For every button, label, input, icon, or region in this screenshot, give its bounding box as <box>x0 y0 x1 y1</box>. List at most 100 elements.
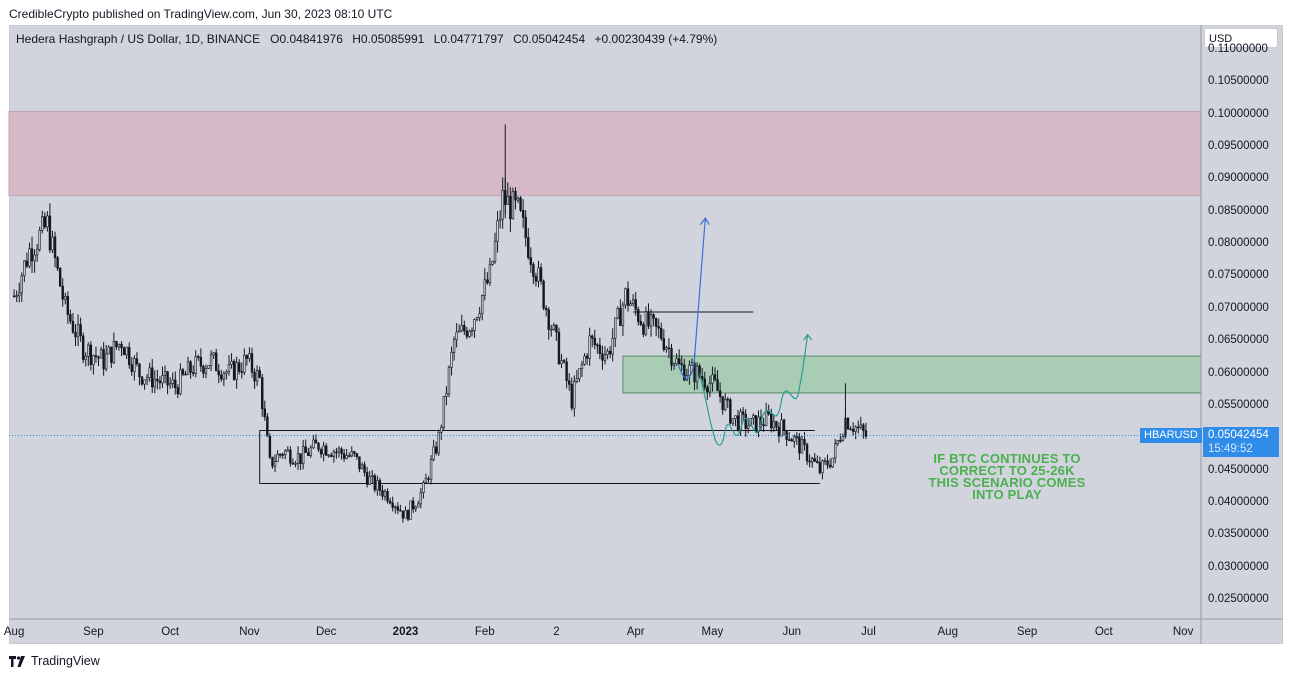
candle-body <box>493 240 497 262</box>
candle-body <box>851 429 855 432</box>
candle-body <box>135 358 139 365</box>
scenario-note-line: IF BTC CONTINUES TO <box>933 451 1081 466</box>
currency-selector[interactable]: USD <box>1204 28 1278 48</box>
candle-body <box>138 363 141 378</box>
candle-body <box>593 337 596 346</box>
candle-body <box>721 396 724 410</box>
candle-body <box>225 371 228 374</box>
candle-body <box>291 462 295 465</box>
candle-body <box>741 411 745 415</box>
candle-body <box>406 510 410 520</box>
candle-body <box>319 449 323 455</box>
candle-body <box>110 346 113 363</box>
time-tick-label: Sep <box>83 626 104 638</box>
candle-body <box>762 424 765 426</box>
candle-body <box>345 455 348 459</box>
candle-body <box>718 390 722 397</box>
candle-body <box>35 248 39 256</box>
candle-body <box>399 509 402 512</box>
candle-body <box>66 296 70 315</box>
time-tick-label: Aug <box>3 626 25 638</box>
candle-body <box>713 374 717 380</box>
bar-countdown: 15:49:52 <box>1208 443 1253 455</box>
candle-body <box>846 418 850 430</box>
candle-body <box>381 490 384 497</box>
candle-body <box>419 492 423 505</box>
candle-body <box>401 510 405 519</box>
price-tick-label: 0.03000000 <box>1208 560 1269 573</box>
candle-body <box>468 330 471 337</box>
candle-body <box>337 448 341 453</box>
candle-body <box>102 349 105 370</box>
candle-body <box>432 446 435 460</box>
candle-body <box>276 453 279 463</box>
candle-body <box>327 454 330 457</box>
candle-body <box>358 456 361 470</box>
candle-body <box>457 330 461 333</box>
candle-body <box>376 480 379 491</box>
candle-body <box>772 421 776 429</box>
close-value: 0.05042454 <box>521 32 586 46</box>
candle-body <box>560 360 563 365</box>
candle-body <box>301 446 305 465</box>
candle-body <box>470 330 474 332</box>
candle-body <box>532 264 535 277</box>
candle-body <box>601 353 604 361</box>
candle-body <box>238 362 241 372</box>
candle-body <box>506 195 509 205</box>
price-tick-label: 0.11000000 <box>1208 43 1268 55</box>
candle-body <box>99 349 103 359</box>
candle-body <box>465 330 469 337</box>
candle-body <box>826 460 829 466</box>
close-label: C <box>513 32 522 46</box>
candle-body <box>386 491 389 502</box>
candle-body <box>813 458 816 462</box>
candle-body <box>58 267 62 287</box>
candle-body <box>747 425 750 429</box>
candle-body <box>74 332 77 338</box>
candle-body <box>483 279 486 296</box>
price-tick-label: 0.10500000 <box>1208 75 1269 88</box>
candle-body <box>353 451 356 454</box>
candle-body <box>654 318 658 327</box>
candle-body <box>271 456 274 467</box>
candle-body <box>148 367 151 379</box>
candle-body <box>184 373 187 376</box>
candle-body <box>299 453 302 465</box>
candle-body <box>48 215 52 251</box>
candle-body <box>529 257 533 265</box>
candle-body <box>253 371 256 382</box>
candle-body <box>314 439 318 444</box>
time-tick-label: Nov <box>239 626 260 638</box>
candle-body <box>284 450 287 456</box>
candle-body <box>488 264 492 284</box>
candle-body <box>427 478 430 480</box>
candle-body <box>447 367 451 395</box>
candle-body <box>787 439 791 441</box>
candle-body <box>176 387 180 395</box>
candle-body <box>304 446 307 453</box>
candle-body <box>212 352 215 356</box>
tradingview-footer[interactable]: TradingView <box>9 654 100 668</box>
candle-body <box>567 380 571 385</box>
candle-body <box>621 304 625 326</box>
candle-body <box>51 236 54 251</box>
candle-body <box>611 337 614 355</box>
candle-body <box>189 361 192 373</box>
candle-body <box>255 370 259 382</box>
bearish-scenario-arrow <box>699 334 809 446</box>
price-tick-label: 0.10000000 <box>1208 107 1269 120</box>
candle-body <box>450 352 453 368</box>
candle-body <box>125 347 128 356</box>
candle-body <box>680 363 683 366</box>
time-tick-label: 2023 <box>392 626 419 638</box>
candle-body <box>539 267 543 282</box>
candle-body <box>562 360 566 363</box>
candle-body <box>409 500 412 520</box>
price-tick-label: 0.02500000 <box>1208 593 1269 605</box>
candle-body <box>606 350 609 355</box>
candle-body <box>312 439 315 449</box>
candle-body <box>764 410 768 426</box>
candle-body <box>665 347 668 350</box>
